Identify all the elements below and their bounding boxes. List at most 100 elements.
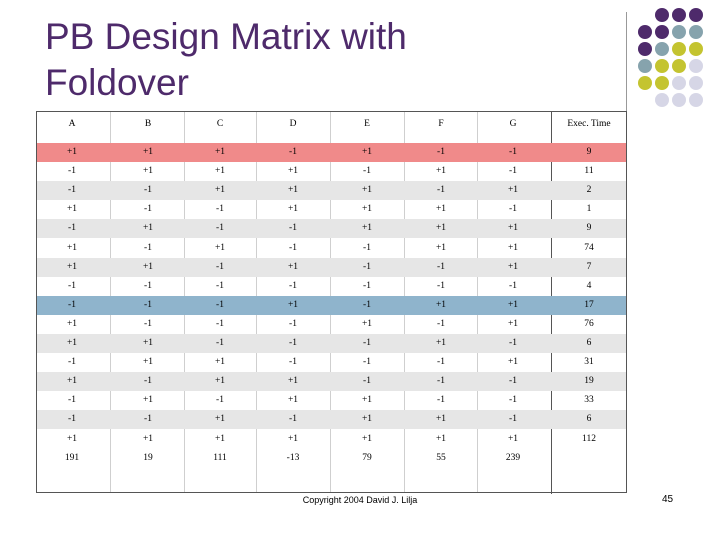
table-cell: -1 [144,204,152,215]
table-cell: +1 [287,166,299,177]
table-cell: 2 [586,185,592,196]
table-cell: -1 [144,376,152,387]
table-cell: -1 [216,395,224,406]
table-cell: +1 [287,185,299,196]
table-cell: -1 [144,414,152,425]
table-cell: -1 [363,242,371,253]
table-cell: +1 [66,318,78,329]
decorative-dot [689,42,703,56]
table-cell: +1 [142,338,154,348]
decorative-dot [689,59,703,73]
table-cell: -1 [68,223,76,234]
column-header: Exec. Time [567,119,611,129]
decorative-dot [672,76,686,90]
slide-title: PB Design Matrix with Foldover [45,16,407,103]
table-cell: +1 [142,433,154,444]
table-cell: +1 [361,185,373,196]
table-cell: +1 [435,433,447,444]
decorative-dot [689,8,703,22]
table-cell: +1 [142,223,154,234]
table-cell: +1 [507,242,519,253]
table-row [37,181,626,201]
table-cell: +1 [361,395,373,406]
decorative-dot [672,42,686,56]
table-cell: -1 [68,185,76,196]
table-cell: +1 [361,204,373,215]
column-header: E [364,119,370,129]
table-cell: +1 [507,433,519,444]
totals-cell: 191 [64,452,80,463]
totals-cell: -13 [286,452,300,463]
table-cell: -1 [363,166,371,177]
table-cell: -1 [363,338,371,348]
decorative-dot [655,42,669,56]
table-cell: +1 [142,166,154,177]
table-cell: -1 [363,357,371,368]
design-matrix-table: A B C D E F G Exec. Time +1 +1 +1 -1 +1 -1 -1 9 -1 +1 +1 +1… [36,111,627,494]
table-cell: +1 [214,242,226,253]
table-cell: +1 [214,433,226,444]
decorative-dot [655,8,669,22]
table-cell: -1 [437,318,445,329]
totals-cell: 55 [436,452,446,463]
table-cell: +1 [214,166,226,177]
table-cell: -1 [216,299,224,310]
table-cell: +1 [287,299,299,310]
table-cell: +1 [361,433,373,444]
decorative-dot [672,93,686,107]
table-cell: -1 [363,376,371,387]
table-cell: 4 [586,280,592,291]
table-cell: +1 [507,357,519,368]
table-cell: -1 [68,166,76,177]
page-number: 45 [662,494,674,505]
table-cell: -1 [363,280,371,291]
table-row [37,162,626,181]
table-cell: -1 [509,280,517,291]
table-cell: 1 [586,204,592,215]
table-cell: -1 [216,280,224,291]
table-row [37,277,626,296]
table-cell: -1 [509,204,517,215]
table-cell: -1 [437,280,445,291]
column-header: B [144,119,152,129]
table-cell: +1 [66,433,78,444]
table-cell: +1 [435,299,447,310]
table-cell: -1 [509,376,517,387]
table-cell: -1 [363,261,371,272]
decorative-dot [655,76,669,90]
table-cell: +1 [361,414,373,425]
table-cell: +1 [287,204,299,215]
table-cell: 6 [586,414,592,425]
table-cell: +1 [142,147,154,157]
table-cell: -1 [216,204,224,215]
table-cell: +1 [435,338,447,348]
table-cell: 17 [584,299,594,310]
table-cell: 33 [584,395,594,406]
table-cell: +1 [66,376,78,387]
table-cell: -1 [216,318,224,329]
table-cell: 31 [584,357,594,368]
decorative-divider [626,12,627,130]
table-row [37,315,626,334]
table-row [37,353,626,372]
table-cell: -1 [289,280,297,291]
table-cell: -1 [289,242,297,253]
table-cell: 76 [584,318,594,329]
table-cell: -1 [289,357,297,368]
table-cell: -1 [509,338,517,348]
decorative-dot [638,25,652,39]
table-cell: -1 [68,414,76,425]
table-cell: 19 [584,376,594,387]
table-cell: 6 [586,338,592,348]
table-cell: -1 [144,185,152,196]
decorative-dot [689,25,703,39]
decorative-dot [655,93,669,107]
table-cell: -1 [289,147,297,157]
totals-cell: 19 [143,452,153,463]
table-cell: -1 [144,299,152,310]
table-cell: -1 [437,185,445,196]
table-cell: +1 [435,204,447,215]
table-row [37,239,626,258]
table-row [37,334,626,353]
table-cell: 74 [584,242,594,253]
